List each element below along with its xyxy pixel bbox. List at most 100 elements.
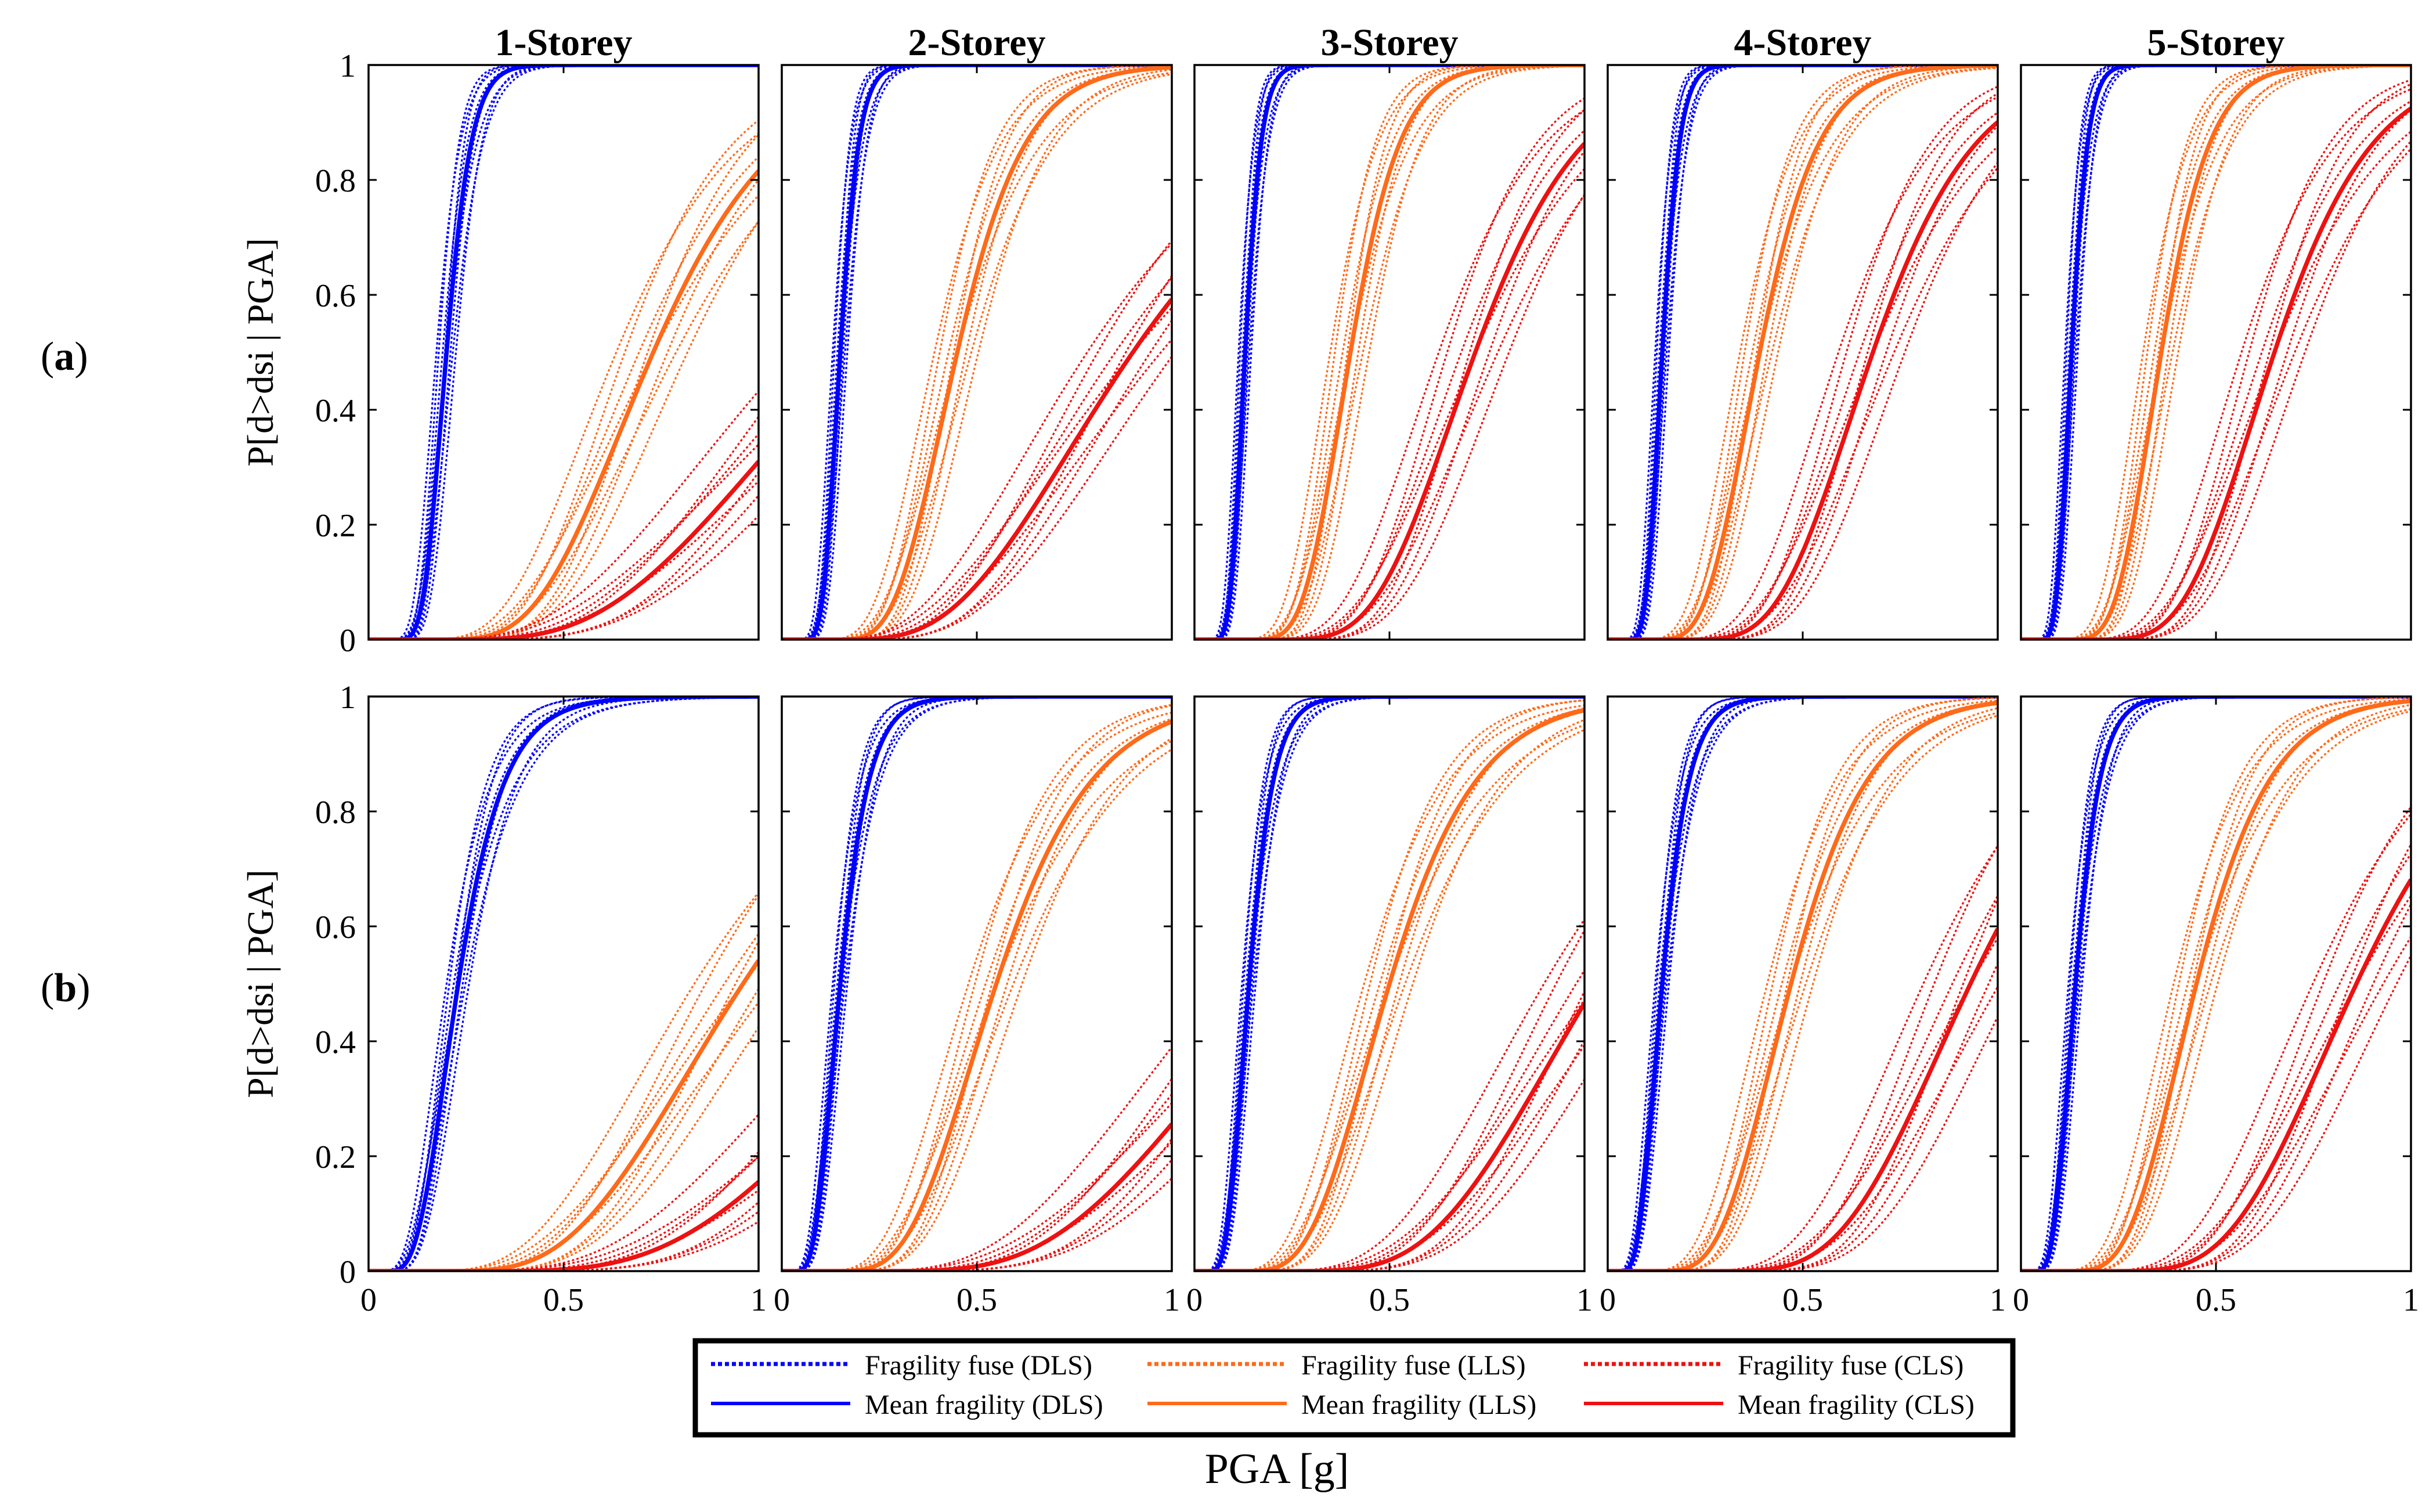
y-tick-label: 0.8 xyxy=(315,163,356,199)
fuse-curve-lls xyxy=(2021,65,2411,640)
panel-a-1: 0 0.2 0.4 0.6 0.8 1 xyxy=(315,48,760,659)
x-tick-label: 0 xyxy=(2013,1282,2029,1318)
panels: 00.20.40.60.810 0.5 100.20.40.60.810 0.5 1 0 0… xyxy=(315,48,2419,1318)
legend-label: Mean fragility (LLS) xyxy=(1301,1390,1536,1420)
x-tick-label: 0 xyxy=(1600,1282,1616,1318)
mean-curve-lls xyxy=(2021,65,2411,640)
y-tick-label: 0.8 xyxy=(315,795,356,831)
plot-area xyxy=(2021,65,2411,640)
fuse-curve-lls xyxy=(2021,697,2411,1271)
x-tick-label: 0.5 xyxy=(2196,1282,2236,1318)
fuse-curve-cls xyxy=(2021,109,2411,640)
fuse-curve-lls xyxy=(782,65,1172,640)
legend-entry: Fragility fuse (DLS) xyxy=(711,1350,1092,1381)
legend-box xyxy=(692,1338,2016,1438)
fuse-curve-dls xyxy=(1194,65,1584,640)
legend-entry: Fragility fuse (CLS) xyxy=(1584,1350,1963,1381)
mean-curve-cls xyxy=(2021,106,2411,640)
legend-label: Mean fragility (CLS) xyxy=(1738,1390,1975,1420)
fuse-curve-lls xyxy=(782,737,1172,1271)
y-tick-label: 0 xyxy=(340,1254,356,1290)
panel-a-3 xyxy=(1193,64,1586,641)
fuse-curve-lls xyxy=(369,119,759,640)
y-axis-label: P[d>dsi | PGA] xyxy=(240,238,281,467)
column-title: 1-Storey xyxy=(494,21,632,64)
fuse-curve-cls xyxy=(1608,85,1998,640)
fuse-curve-dls xyxy=(369,697,759,1271)
fuse-curve-lls xyxy=(2021,65,2411,640)
row-label: (b) xyxy=(41,966,91,1011)
panel-a-2 xyxy=(781,64,1173,641)
fuse-curve-lls xyxy=(1608,699,1998,1271)
fuse-curve-dls xyxy=(2021,697,2411,1271)
fuse-curve-cls xyxy=(782,1102,1172,1271)
fuse-curve-cls xyxy=(369,1156,759,1271)
fuse-curve-lls xyxy=(2021,65,2411,640)
fuse-curve-cls xyxy=(1194,999,1584,1271)
fuse-curve-lls xyxy=(782,65,1172,640)
fuse-curve-dls xyxy=(1608,65,1998,640)
y-tick-label: 1 xyxy=(340,48,356,84)
fuse-curve-lls xyxy=(1608,701,1998,1271)
fuse-curve-dls xyxy=(2021,65,2411,640)
fuse-curve-cls xyxy=(369,1114,759,1271)
mean-curve-cls xyxy=(1194,142,1584,640)
fuse-curve-lls xyxy=(2021,65,2411,640)
fuse-curve-cls xyxy=(782,1141,1172,1271)
fuse-curve-dls xyxy=(1608,65,1998,640)
x-tick-label: 0 xyxy=(360,1282,377,1318)
fuse-curve-dls xyxy=(2021,697,2411,1271)
panel-b-4: 0 0.5 1 xyxy=(1600,695,2006,1318)
fuse-curve-lls xyxy=(2021,697,2411,1271)
panel-b-2: 0 0.5 1 xyxy=(774,695,1180,1318)
fuse-curve-cls xyxy=(1194,98,1584,640)
plot-area xyxy=(369,697,759,1271)
mean-curve-dls xyxy=(1608,65,1998,640)
legend-entries: Fragility fuse (DLS) Fragility fuse (LLS)… xyxy=(711,1350,1975,1420)
plot-area xyxy=(782,697,1172,1271)
fuse-curve-dls xyxy=(782,697,1172,1271)
fuse-curve-dls xyxy=(2021,697,2411,1271)
x-tick-label: 1 xyxy=(750,1282,767,1318)
fuse-curve-lls xyxy=(1608,712,1998,1271)
fuse-curve-dls xyxy=(2021,65,2411,640)
mean-curve-cls xyxy=(2021,878,2411,1271)
fuse-curve-dls xyxy=(2021,697,2411,1271)
x-tick-label: 0 xyxy=(774,1282,790,1318)
x-tick-label: 0 xyxy=(1186,1282,1203,1318)
fuse-curve-cls xyxy=(369,1156,759,1271)
fuse-curve-dls xyxy=(782,697,1172,1271)
fuse-curve-cls xyxy=(782,1047,1172,1271)
fuse-curve-lls xyxy=(369,1027,759,1271)
fuse-curve-lls xyxy=(1194,728,1584,1271)
fuse-curve-cls xyxy=(782,1138,1172,1271)
fuse-curve-lls xyxy=(369,933,759,1271)
fuse-curve-cls xyxy=(782,1078,1172,1271)
fuse-curve-lls xyxy=(782,704,1172,1271)
mean-curve-cls xyxy=(369,460,759,640)
y-tick-label: 0.2 xyxy=(315,1139,356,1175)
legend-label: Fragility fuse (DLS) xyxy=(865,1350,1092,1381)
fuse-curve-cls xyxy=(1194,109,1584,640)
x-tick-label: 1 xyxy=(1164,1282,1180,1318)
mean-curve-dls xyxy=(1194,65,1584,640)
fuse-curve-cls xyxy=(1194,1045,1584,1271)
fuse-curve-dls xyxy=(2021,65,2411,640)
fuse-curve-dls xyxy=(2021,65,2411,640)
fuse-curve-cls xyxy=(1194,1078,1584,1271)
panel-a-5 xyxy=(2020,64,2412,641)
fuse-curve-cls xyxy=(2021,843,2411,1271)
fuse-curve-dls xyxy=(369,65,759,640)
legend-label: Fragility fuse (CLS) xyxy=(1738,1350,1963,1381)
mean-curve-dls xyxy=(782,65,1172,640)
x-axis-label: PGA [g] xyxy=(1205,1445,1349,1493)
fuse-curve-dls xyxy=(1608,697,1998,1271)
legend-entry: Mean fragility (DLS) xyxy=(711,1390,1103,1420)
panel-a-4 xyxy=(1607,64,1999,641)
y-tick-label: 0.4 xyxy=(315,393,356,429)
plot-area xyxy=(1608,65,1998,640)
fuse-curve-lls xyxy=(1194,724,1584,1271)
fuse-curve-dls xyxy=(1608,697,1998,1271)
plot-area xyxy=(1608,697,1998,1271)
